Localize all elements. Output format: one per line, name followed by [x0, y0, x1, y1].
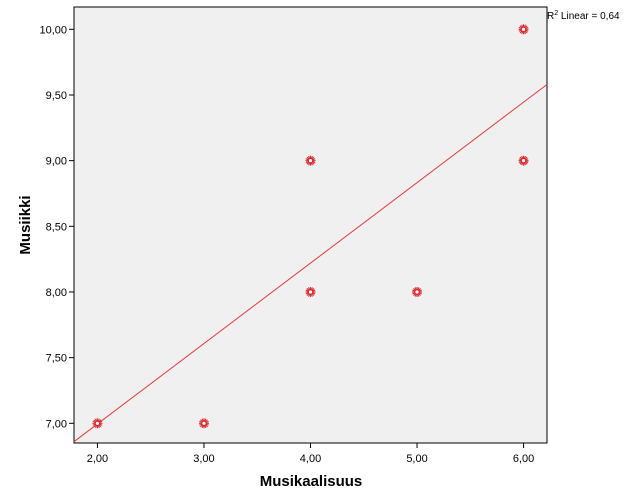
- y-axis-title: Musiikki: [17, 195, 34, 254]
- data-point: [518, 24, 529, 35]
- x-axis-ticks: 2,00 3,00 4,00 5,00 6,00: [87, 443, 534, 465]
- x-tick-label: 2,00: [87, 453, 108, 465]
- y-tick-label: 8,50: [46, 221, 67, 233]
- data-point: [305, 155, 316, 166]
- data-point: [412, 286, 423, 297]
- data-point: [198, 418, 209, 429]
- data-point: [92, 418, 103, 429]
- fit-line: [73, 84, 548, 443]
- data-point: [518, 155, 529, 166]
- y-tick-label: 10,00: [39, 24, 67, 36]
- y-tick-label: 9,00: [46, 156, 67, 168]
- y-axis-ticks: 7,00 7,50 8,00 8,50 9,00 9,50 10,00: [39, 24, 74, 430]
- x-axis-title: Musikaalisuus: [260, 473, 363, 490]
- y-tick-label: 7,00: [46, 418, 67, 430]
- data-point: [305, 286, 316, 297]
- y-tick-label: 9,50: [46, 90, 67, 102]
- fit-line-layer: [73, 84, 548, 443]
- r2-annotation: R2 Linear = 0,64: [547, 10, 620, 22]
- x-tick-label: 3,00: [193, 453, 214, 465]
- plot-area: [73, 6, 548, 444]
- x-tick-label: 6,00: [513, 453, 534, 465]
- data-points: [92, 24, 529, 429]
- x-tick-label: 4,00: [300, 453, 321, 465]
- x-tick-label: 5,00: [406, 453, 427, 465]
- y-tick-label: 8,00: [46, 287, 67, 299]
- y-tick-label: 7,50: [46, 353, 67, 365]
